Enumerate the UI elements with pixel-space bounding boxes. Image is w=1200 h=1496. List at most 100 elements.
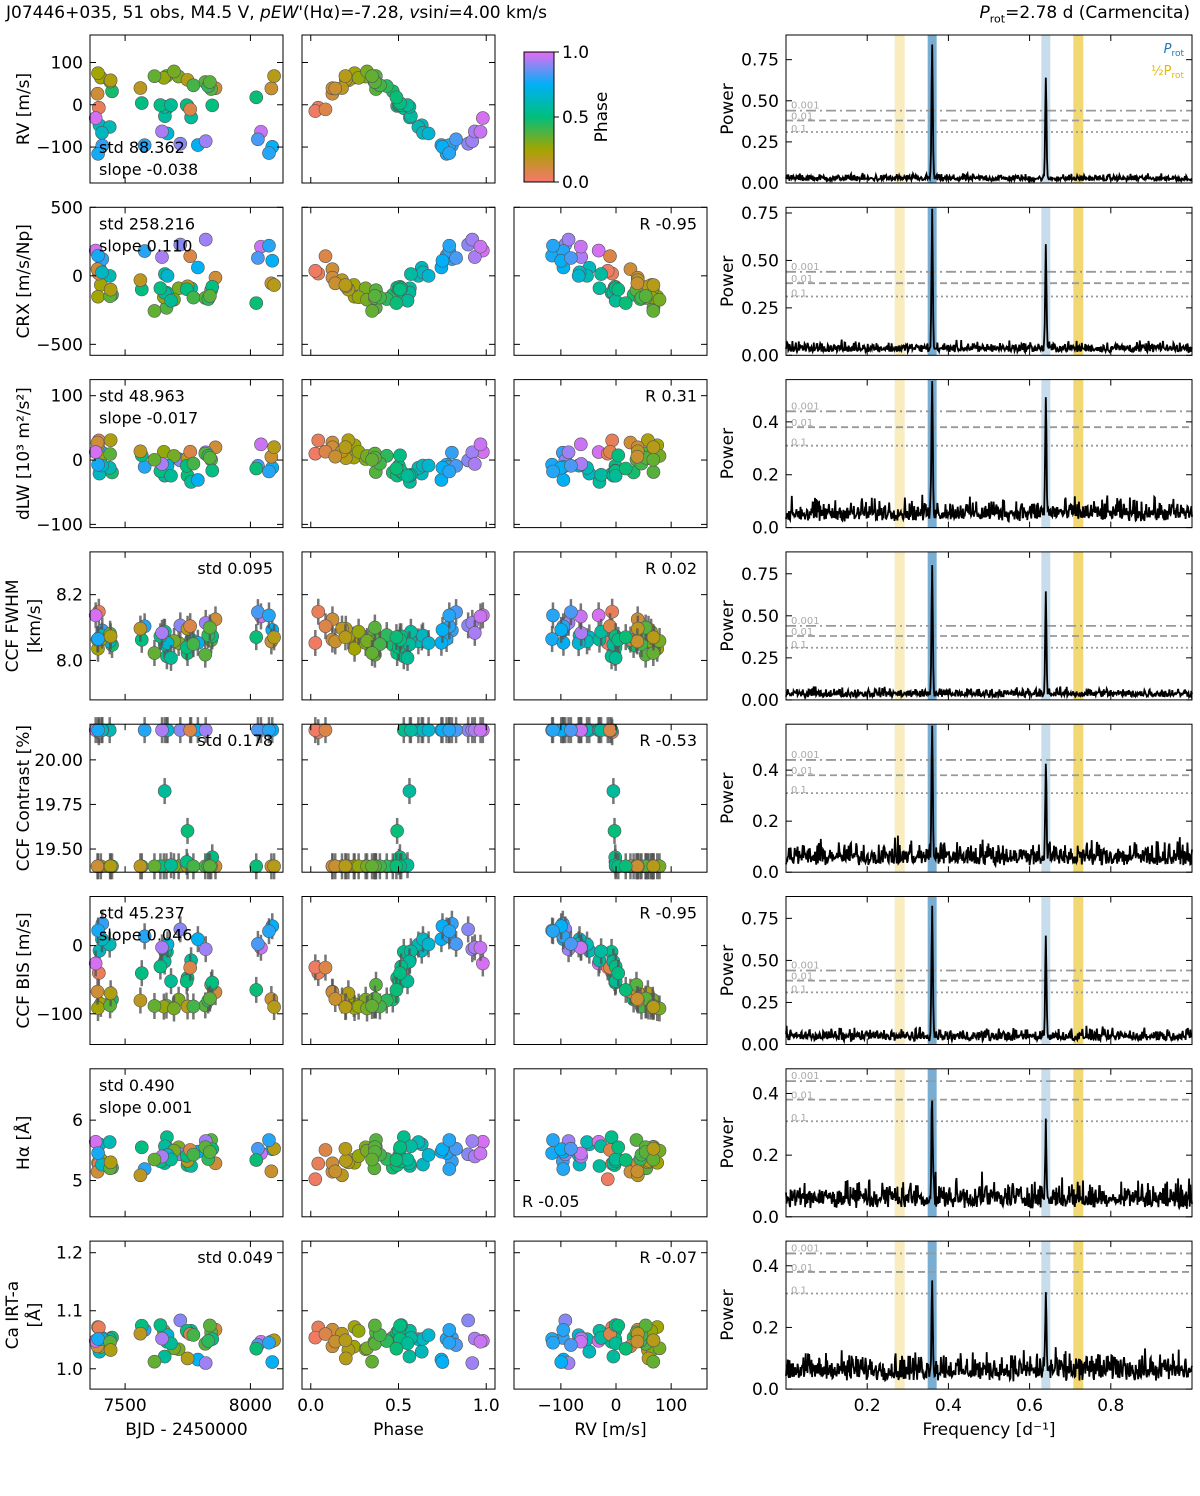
phase-panel-group (308, 1130, 490, 1186)
periodogram-curve (785, 905, 1193, 1045)
data-point (308, 1172, 323, 1186)
periodogram-frame (785, 723, 1193, 873)
stats-label: std 0.178 (197, 731, 273, 750)
data-point (91, 923, 105, 938)
data-point (262, 146, 276, 160)
pg-y-tick-label: 0.50 (741, 607, 779, 627)
data-point (435, 1142, 450, 1156)
data-point (137, 244, 152, 258)
data-point (164, 858, 178, 873)
pg-x-tick-label: 0.2 (854, 1396, 881, 1416)
data-point (630, 276, 645, 291)
data-point (435, 1355, 450, 1369)
stats-label: std 0.049 (197, 1248, 273, 1267)
data-point (400, 293, 415, 308)
data-point (167, 449, 181, 463)
data-point (339, 1153, 353, 1168)
data-point (338, 1333, 353, 1348)
data-point (389, 1153, 404, 1167)
data-point (421, 723, 436, 737)
y-tick-label: 20.00 (34, 751, 83, 771)
pg-y-tick-label: 0.00 (741, 346, 779, 366)
data-point (102, 1135, 117, 1149)
correlation-label: R -0.05 (522, 1192, 580, 1211)
data-point (465, 1134, 480, 1148)
row-ylabel: Hα [Å] (12, 1116, 34, 1170)
data-point (461, 922, 475, 937)
title-fragment: (Hα)=-7.28, (303, 3, 410, 23)
fap-label: 0.1 (791, 124, 807, 135)
fap-label: 0.001 (791, 961, 820, 972)
stats-label: slope 0.001 (99, 1098, 192, 1117)
time-series-panel-frame (89, 379, 284, 529)
data-point (611, 448, 626, 463)
x-tick-label: 0 (611, 1396, 622, 1416)
rv-correlation-panel-frame (513, 1068, 708, 1218)
data-point (608, 651, 623, 665)
data-point (133, 444, 148, 459)
pg-x-tick-label: 0.6 (1016, 1396, 1043, 1416)
data-point (402, 1349, 417, 1364)
data-point (465, 1356, 480, 1370)
data-point (153, 281, 168, 296)
figure-title-left: J07446+035, 51 obs, M4.5 V, pEW'(Hα)=-7.… (6, 3, 547, 23)
x-tick-label: 100 (655, 1396, 687, 1416)
data-point (646, 630, 661, 645)
data-point (265, 1355, 280, 1369)
y-tick-label: 0 (72, 451, 83, 471)
half-prot-band (1073, 379, 1084, 528)
data-point (180, 824, 195, 838)
periodogram-curve (785, 1100, 1193, 1211)
data-point (338, 1000, 353, 1014)
y-tick-label: 8.2 (56, 586, 83, 606)
data-point (88, 111, 103, 125)
data-point (338, 859, 353, 874)
rv-correlation-panel-group (545, 598, 667, 671)
fap-label: 0.001 (791, 262, 820, 273)
data-point (173, 237, 188, 252)
data-point (147, 1152, 162, 1167)
data-point (318, 960, 333, 975)
phase-panel-group (308, 433, 490, 489)
power-ylabel: Power (718, 1117, 738, 1168)
data-point (400, 651, 415, 665)
data-point (318, 102, 333, 117)
data-point (186, 1328, 201, 1342)
y-tick-label: 0 (72, 267, 83, 287)
data-point (338, 630, 353, 645)
y-tick-label: 19.50 (34, 840, 83, 860)
data-point (186, 1147, 201, 1162)
time-series-panel-frame (89, 34, 284, 184)
legend-prot: Prot (1164, 42, 1185, 59)
y-tick-label: 5 (72, 1172, 83, 1192)
y-tick-label: −100 (36, 1005, 83, 1025)
data-point (267, 630, 281, 645)
half-prot-alias-band (894, 1241, 905, 1390)
y-tick-label: −500 (36, 335, 83, 355)
data-point (90, 984, 105, 999)
phase-colorbar (523, 51, 555, 183)
data-point (133, 1168, 148, 1183)
data-point (147, 304, 162, 318)
data-point (203, 450, 217, 465)
row-ylabel: RV [m/s] (14, 73, 34, 145)
pg-y-tick-label: 0.50 (741, 251, 779, 271)
data-point (88, 956, 103, 971)
pg-y-tick-label: 0.2 (752, 1146, 779, 1166)
time-series-panel-frame (89, 723, 284, 873)
data-point (468, 457, 482, 471)
time-series-panel-group (88, 598, 281, 671)
stats-label: slope -0.017 (99, 409, 198, 428)
data-point (318, 1143, 333, 1157)
data-point (133, 993, 148, 1008)
data-point (574, 437, 588, 452)
fap-label: 0.01 (791, 1263, 813, 1274)
time-series-panel-frame (89, 896, 284, 1045)
data-point (153, 1318, 168, 1332)
half-prot-band (1073, 1241, 1084, 1390)
data-point (318, 1327, 333, 1341)
data-point (630, 1334, 645, 1349)
time-series-panel-group (88, 1313, 281, 1370)
data-point (351, 624, 366, 639)
fap-label: 0.001 (791, 1071, 820, 1082)
